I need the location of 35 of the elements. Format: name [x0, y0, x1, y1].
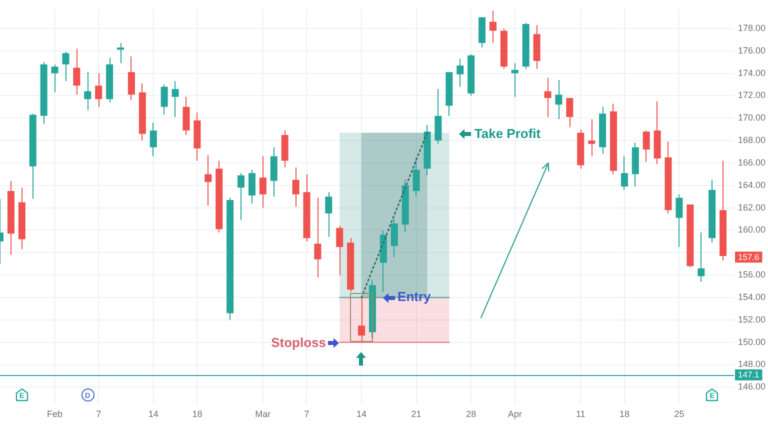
y-tick-label: 150.00	[738, 336, 766, 347]
x-tick-label: Mar	[255, 408, 271, 419]
x-tick-label: 18	[192, 408, 202, 419]
y-tick-label: 164.00	[738, 180, 766, 190]
candlestick	[511, 63, 518, 97]
y-tick-label: 160.00	[738, 224, 766, 235]
y-tick-label: 146.00	[738, 382, 766, 392]
x-tick-label: 11	[576, 408, 586, 419]
x-tick-label: Apr	[508, 408, 522, 419]
y-tick-label: 166.00	[738, 157, 766, 168]
x-tick-label: 21	[411, 408, 422, 419]
x-tick-label: 25	[674, 408, 684, 419]
y-tick-label: 152.00	[738, 314, 766, 324]
y-tick-label: 170.00	[738, 112, 766, 123]
y-tick-label: 162.00	[738, 202, 766, 212]
x-tick-label: 7	[96, 408, 102, 419]
y-tick-label: 168.00	[738, 135, 766, 146]
ref-line-label: 147.1	[738, 370, 760, 380]
y-tick-label: 154.00	[738, 292, 766, 302]
y-tick-label: 172.00	[738, 90, 766, 100]
y-tick-label: 174.00	[738, 68, 766, 78]
annotation: Stoploss	[271, 335, 326, 350]
y-tick-label: 176.00	[738, 45, 766, 56]
candlestick	[588, 119, 596, 156]
x-tick-label: 7	[304, 408, 310, 419]
y-tick-label: 148.00	[738, 359, 766, 370]
x-tick-label: Feb	[47, 408, 63, 419]
x-tick-label: 14	[356, 408, 367, 419]
x-tick-label: 18	[619, 408, 630, 419]
x-tick-label: 14	[148, 408, 158, 419]
y-tick-label: 156.00	[738, 270, 766, 280]
x-tick-label: 28	[466, 408, 476, 419]
annotation: Take Profit	[474, 126, 542, 141]
annotation: 157.6	[738, 252, 760, 262]
y-tick-label: 178.00	[738, 22, 766, 33]
